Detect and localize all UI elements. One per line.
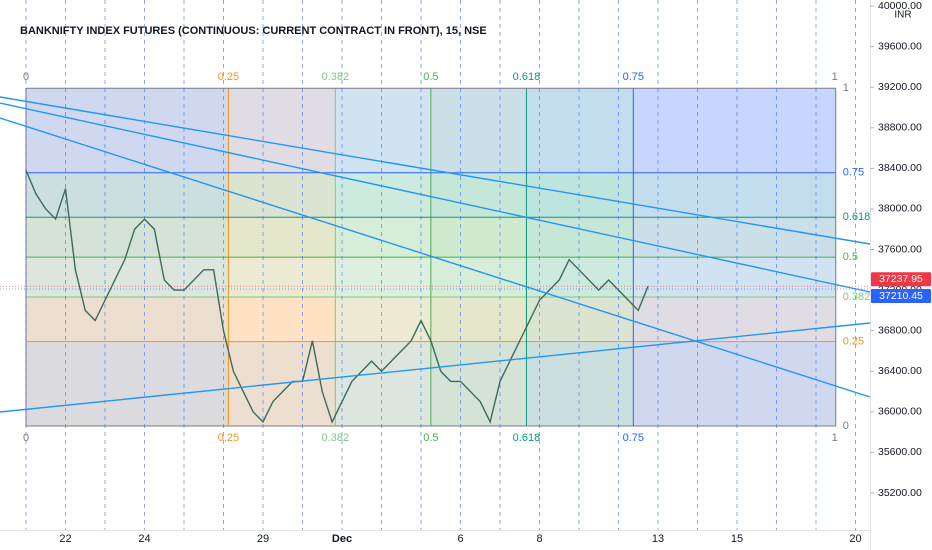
fib-time-label: 0.618 — [513, 71, 541, 83]
y-tick-label: 38400.00 — [878, 162, 922, 174]
y-tick-label: 37600.00 — [878, 243, 922, 255]
plot — [0, 170, 870, 425]
x-tick-label: 13 — [652, 533, 664, 545]
x-tick-label: 29 — [257, 533, 269, 545]
x-tick-label: 20 — [849, 533, 861, 545]
fib-price-label: 0.382 — [843, 291, 871, 303]
fib-time-label: 0 — [23, 432, 29, 444]
x-tick-label: Dec — [332, 533, 352, 545]
trend-line — [0, 117, 871, 398]
fib-labels: 0 0 0 0.25 0.25 0.25 0.382 0.382 0.382 0.5 0.5 0.5 0… — [23, 71, 870, 444]
trend-lines — [0, 96, 871, 413]
y-tick-label: 40000.00 — [878, 0, 922, 12]
x-tick-label: 15 — [731, 533, 743, 545]
fib-time-label: 0 — [23, 71, 29, 83]
fib-price-label: 0.618 — [843, 211, 871, 223]
y-tick-label: 35600.00 — [878, 446, 922, 458]
fib-time-label: 1 — [832, 432, 838, 444]
price-tag-label: 37210.45 — [879, 290, 923, 302]
fib-time-label: 1 — [832, 71, 838, 83]
fib-price-label: 0 — [843, 420, 849, 432]
fib-time-label: 0.25 — [218, 71, 239, 83]
fib-zones — [25, 87, 837, 427]
x-tick-label: 22 — [59, 533, 71, 545]
currency-label: INR — [894, 10, 911, 21]
fib-time-label: 0.75 — [623, 432, 644, 444]
chart-title: BANKNIFTY INDEX FUTURES (CONTINUOUS: CUR… — [20, 25, 487, 37]
price-tag — [871, 289, 931, 304]
y-tick-label: 39600.00 — [878, 40, 922, 52]
fib-price-label: 0.5 — [843, 251, 858, 263]
trend-line — [0, 96, 871, 245]
x-tick-label: 6 — [457, 533, 463, 545]
y-tick-label: 38000.00 — [878, 203, 922, 215]
fib-time-label: 0.382 — [322, 71, 350, 83]
y-tick-label: 39200.00 — [878, 81, 922, 93]
y-tick-label: 35200.00 — [878, 487, 922, 499]
price-tag-label: 37237.95 — [879, 273, 923, 285]
fib-time-label: 0.5 — [423, 432, 438, 444]
y-tick-label: 36000.00 — [878, 406, 922, 418]
fib-price-label: 1 — [843, 82, 849, 94]
trend-line — [0, 322, 871, 413]
price-line — [25, 170, 649, 425]
fib-price-label: 0.25 — [843, 335, 864, 347]
y-tick-label: 36400.00 — [878, 365, 922, 377]
x-tick-label: 24 — [138, 533, 150, 545]
y-tick-label: 36800.00 — [878, 324, 922, 336]
fib-time-label: 0.618 — [513, 432, 541, 444]
session-breaks — [25, 0, 856, 530]
axes: 22 24 29 Dec 6 8 13 15 20 35200.00 35600.00 36000.0… — [59, 0, 931, 545]
x-tick-label: 8 — [536, 533, 542, 545]
price-tag — [871, 272, 931, 287]
fib-time-label: 0.25 — [218, 432, 239, 444]
y-tick-label: 38800.00 — [878, 122, 922, 134]
fib-time-label: 0.5 — [423, 71, 438, 83]
trend-line — [0, 102, 871, 293]
fib-price-label: 0.75 — [843, 167, 864, 179]
fib-time-label: 0.382 — [322, 432, 350, 444]
fib-time-label: 0.75 — [623, 71, 644, 83]
